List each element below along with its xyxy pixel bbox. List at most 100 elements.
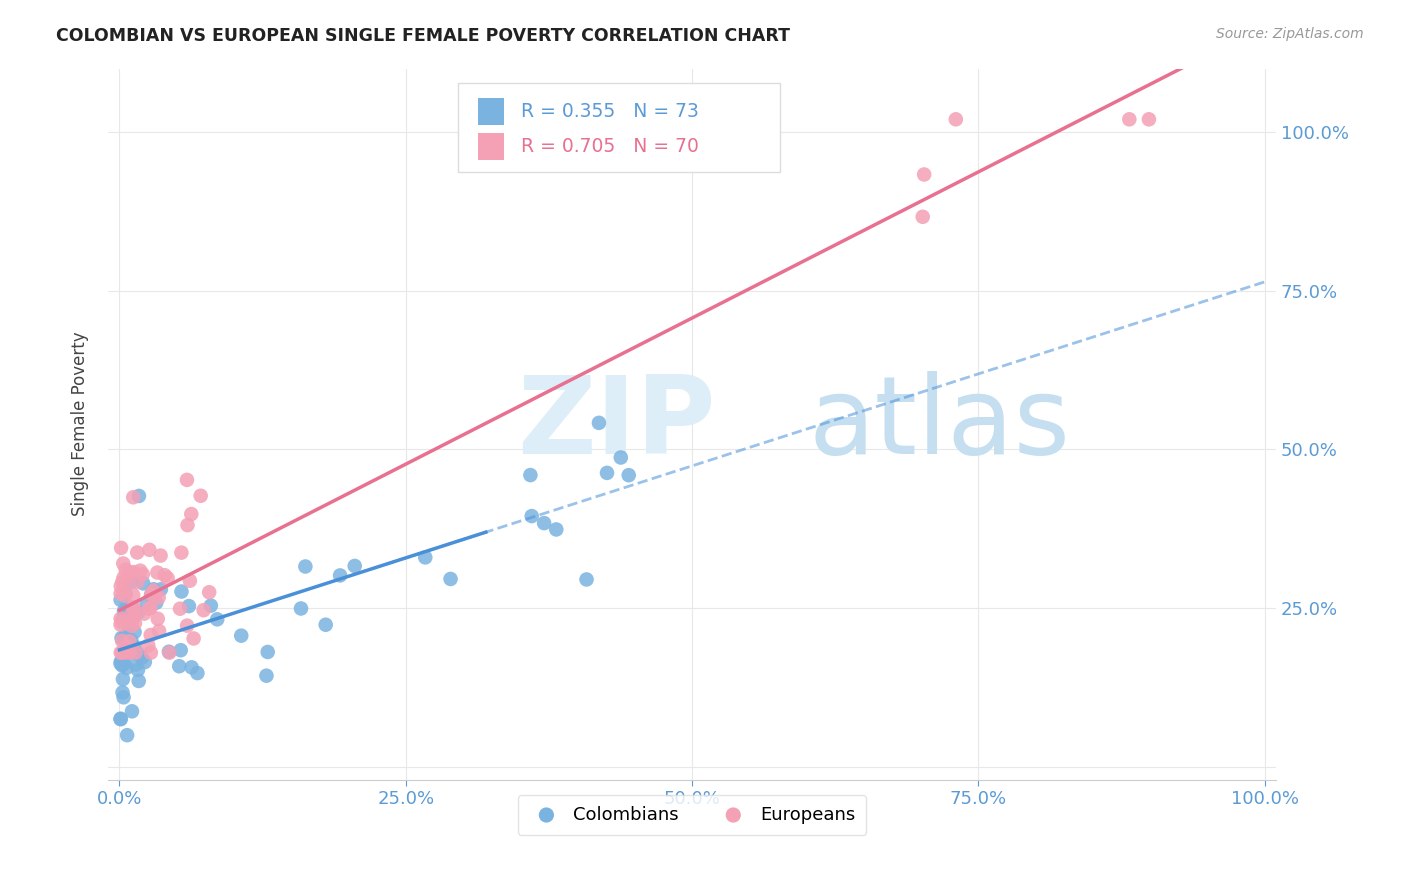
Point — [128, 489, 150, 503]
Point — [186, 666, 208, 681]
Point — [546, 523, 568, 537]
Point — [110, 587, 132, 601]
Point — [122, 600, 145, 615]
Point — [142, 583, 165, 598]
Point — [124, 605, 146, 619]
Point — [112, 690, 135, 705]
Point — [121, 704, 143, 718]
Point — [111, 646, 134, 660]
Point — [290, 601, 312, 615]
Point — [111, 575, 134, 590]
Point — [143, 588, 166, 602]
Point — [112, 557, 135, 571]
Point — [114, 587, 136, 601]
Point — [111, 654, 134, 668]
Point — [110, 617, 132, 632]
Point — [180, 507, 202, 521]
Point — [231, 629, 253, 643]
Point — [343, 558, 366, 573]
Point — [146, 566, 169, 580]
Point — [519, 468, 541, 483]
Point — [177, 599, 200, 613]
Point — [110, 592, 132, 607]
Point — [134, 655, 156, 669]
Point — [190, 489, 212, 503]
Point — [139, 588, 162, 602]
Point — [118, 645, 141, 659]
Point — [149, 582, 172, 597]
Point — [122, 588, 145, 602]
Point — [136, 639, 159, 653]
Point — [127, 574, 149, 589]
Point — [111, 672, 134, 686]
Point — [588, 416, 610, 430]
Text: ZIP: ZIP — [517, 371, 716, 477]
Point — [112, 571, 135, 585]
Point — [132, 576, 155, 591]
Point — [110, 631, 132, 645]
Point — [110, 579, 132, 593]
Point — [148, 591, 170, 605]
Point — [138, 542, 160, 557]
Point — [118, 634, 141, 648]
Point — [122, 608, 145, 623]
Point — [112, 631, 135, 645]
Point — [112, 648, 135, 662]
Point — [153, 568, 176, 582]
Point — [205, 612, 228, 626]
Point — [112, 604, 135, 618]
Point — [294, 559, 316, 574]
Point — [114, 646, 136, 660]
Point — [115, 661, 138, 675]
Text: atlas: atlas — [808, 371, 1071, 477]
Point — [112, 657, 135, 671]
Point — [134, 607, 156, 621]
Point — [122, 601, 145, 615]
Point — [413, 550, 436, 565]
Point — [200, 599, 222, 613]
Point — [114, 589, 136, 603]
Point — [124, 646, 146, 660]
Point — [139, 587, 162, 601]
Point — [127, 606, 149, 620]
Text: R = 0.705   N = 70: R = 0.705 N = 70 — [522, 137, 699, 156]
Legend: Colombians, Europeans: Colombians, Europeans — [517, 795, 866, 835]
Point — [114, 615, 136, 630]
Point — [124, 616, 146, 631]
Point — [315, 617, 337, 632]
Point — [115, 628, 138, 642]
Point — [157, 646, 180, 660]
Point — [114, 563, 136, 577]
Point — [1137, 112, 1160, 127]
Point — [139, 600, 162, 615]
Point — [110, 612, 132, 626]
Point — [122, 611, 145, 625]
Point — [617, 468, 640, 483]
Point — [127, 545, 149, 559]
Point — [120, 633, 142, 648]
Point — [111, 633, 134, 648]
Point — [138, 601, 160, 615]
Point — [149, 549, 172, 563]
Point — [135, 596, 157, 610]
Point — [533, 516, 555, 530]
Point — [575, 573, 598, 587]
Point — [198, 585, 221, 599]
Point — [256, 668, 278, 682]
Point — [176, 473, 198, 487]
Point — [115, 728, 138, 742]
FancyBboxPatch shape — [478, 133, 503, 161]
Point — [610, 450, 633, 465]
Point — [132, 567, 155, 582]
Point — [176, 518, 198, 533]
Point — [157, 645, 180, 659]
Text: R = 0.355   N = 73: R = 0.355 N = 73 — [522, 102, 699, 120]
Point — [142, 582, 165, 597]
Point — [156, 571, 179, 585]
Point — [115, 639, 138, 653]
Point — [256, 645, 278, 659]
Point — [170, 584, 193, 599]
Point — [596, 466, 619, 480]
Point — [122, 491, 145, 505]
Point — [176, 618, 198, 632]
